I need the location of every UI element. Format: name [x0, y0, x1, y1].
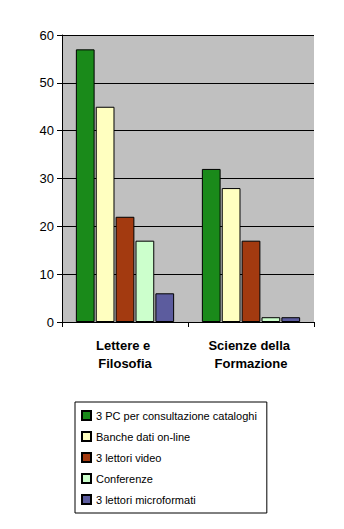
svg-text:Formazione: Formazione [215, 356, 288, 371]
svg-text:0: 0 [47, 315, 54, 330]
svg-text:40: 40 [40, 123, 54, 138]
svg-text:3 lettori video: 3 lettori video [96, 452, 161, 464]
svg-text:10: 10 [40, 267, 54, 282]
svg-text:50: 50 [40, 75, 54, 90]
svg-text:60: 60 [40, 28, 54, 43]
svg-text:30: 30 [40, 171, 54, 186]
svg-text:3 lettori microformati: 3 lettori microformati [96, 494, 196, 506]
svg-text:3 PC per consultazione catalog: 3 PC per consultazione cataloghi [96, 410, 257, 422]
svg-text:Conferenze: Conferenze [96, 473, 153, 485]
svg-text:Lettere e: Lettere e [96, 338, 154, 353]
svg-text:Scienze della: Scienze della [208, 338, 293, 353]
svg-text:Banche dati on-line: Banche dati on-line [96, 431, 190, 443]
svg-text:Filosofia: Filosofia [98, 356, 152, 371]
svg-text:20: 20 [40, 219, 54, 234]
